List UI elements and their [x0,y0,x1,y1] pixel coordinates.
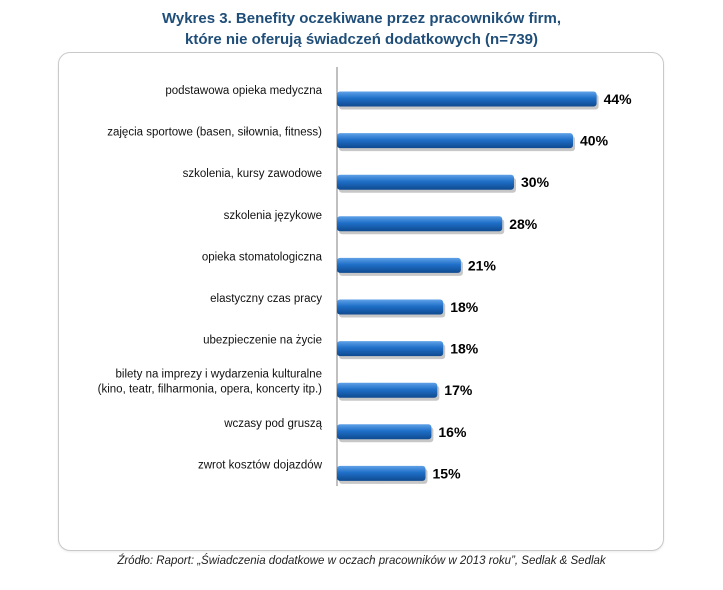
category-label: zajęcia sportowe (basen, siłownia, fitne… [107,127,322,139]
category-label: opieka stomatologiczna [202,251,323,263]
category-label-line: bilety na imprezy i wydarzenia kulturaln… [116,369,322,381]
bar [337,91,597,107]
chart-title-line-1: Wykres 3. Benefity oczekiwane przez prac… [161,10,562,27]
category-label-line: wczasy pod gruszą [223,418,322,430]
category-label: wczasy pod gruszą [223,418,322,430]
chart-title-line-2: które nie oferują świadczeń dodatkowych … [184,31,538,48]
bar [337,465,426,481]
category-label: szkolenia językowe [224,210,322,222]
category-label-line: (kino, teatr, filharmonia, opera, koncer… [98,384,323,396]
category-label-line: zajęcia sportowe (basen, siłownia, fitne… [107,127,322,139]
source-note: Źródło: Raport: „Świadczenia dodatkowe w… [117,555,606,567]
data-label: 18% [450,341,479,357]
category-label: ubezpieczenie na życie [203,335,322,347]
bar [337,174,514,190]
category-label: zwrot kosztów dojazdów [198,459,323,471]
category-label-line: szkolenia, kursy zawodowe [183,168,322,180]
category-label: elastyczny czas pracy [210,293,322,305]
category-label-line: opieka stomatologiczna [202,251,323,263]
data-label: 21% [468,257,497,273]
category-label: podstawowa opieka medyczna [165,85,322,97]
bar [337,341,444,357]
category-label-line: ubezpieczenie na życie [203,335,322,347]
chart-title: Wykres 3. Benefity oczekiwane przez prac… [0,8,723,50]
data-label: 40% [580,133,609,149]
category-label-line: zwrot kosztów dojazdów [198,459,323,471]
data-label: 17% [444,382,473,398]
category-label-line: podstawowa opieka medyczna [165,85,322,97]
category-label: szkolenia, kursy zawodowe [183,168,322,180]
bar [337,216,503,232]
data-label: 30% [521,174,550,190]
bar [337,133,573,149]
category-label: bilety na imprezy i wydarzenia kulturaln… [98,369,323,396]
bar [337,424,432,440]
bar [337,382,438,398]
bar [337,299,444,315]
data-label: 44% [604,91,633,107]
data-label: 16% [438,424,467,440]
bar [337,257,461,273]
category-label-line: szkolenia językowe [224,210,322,222]
data-label: 18% [450,299,479,315]
category-label-line: elastyczny czas pracy [210,293,322,305]
data-label: 15% [433,465,462,481]
data-label: 28% [509,216,538,232]
